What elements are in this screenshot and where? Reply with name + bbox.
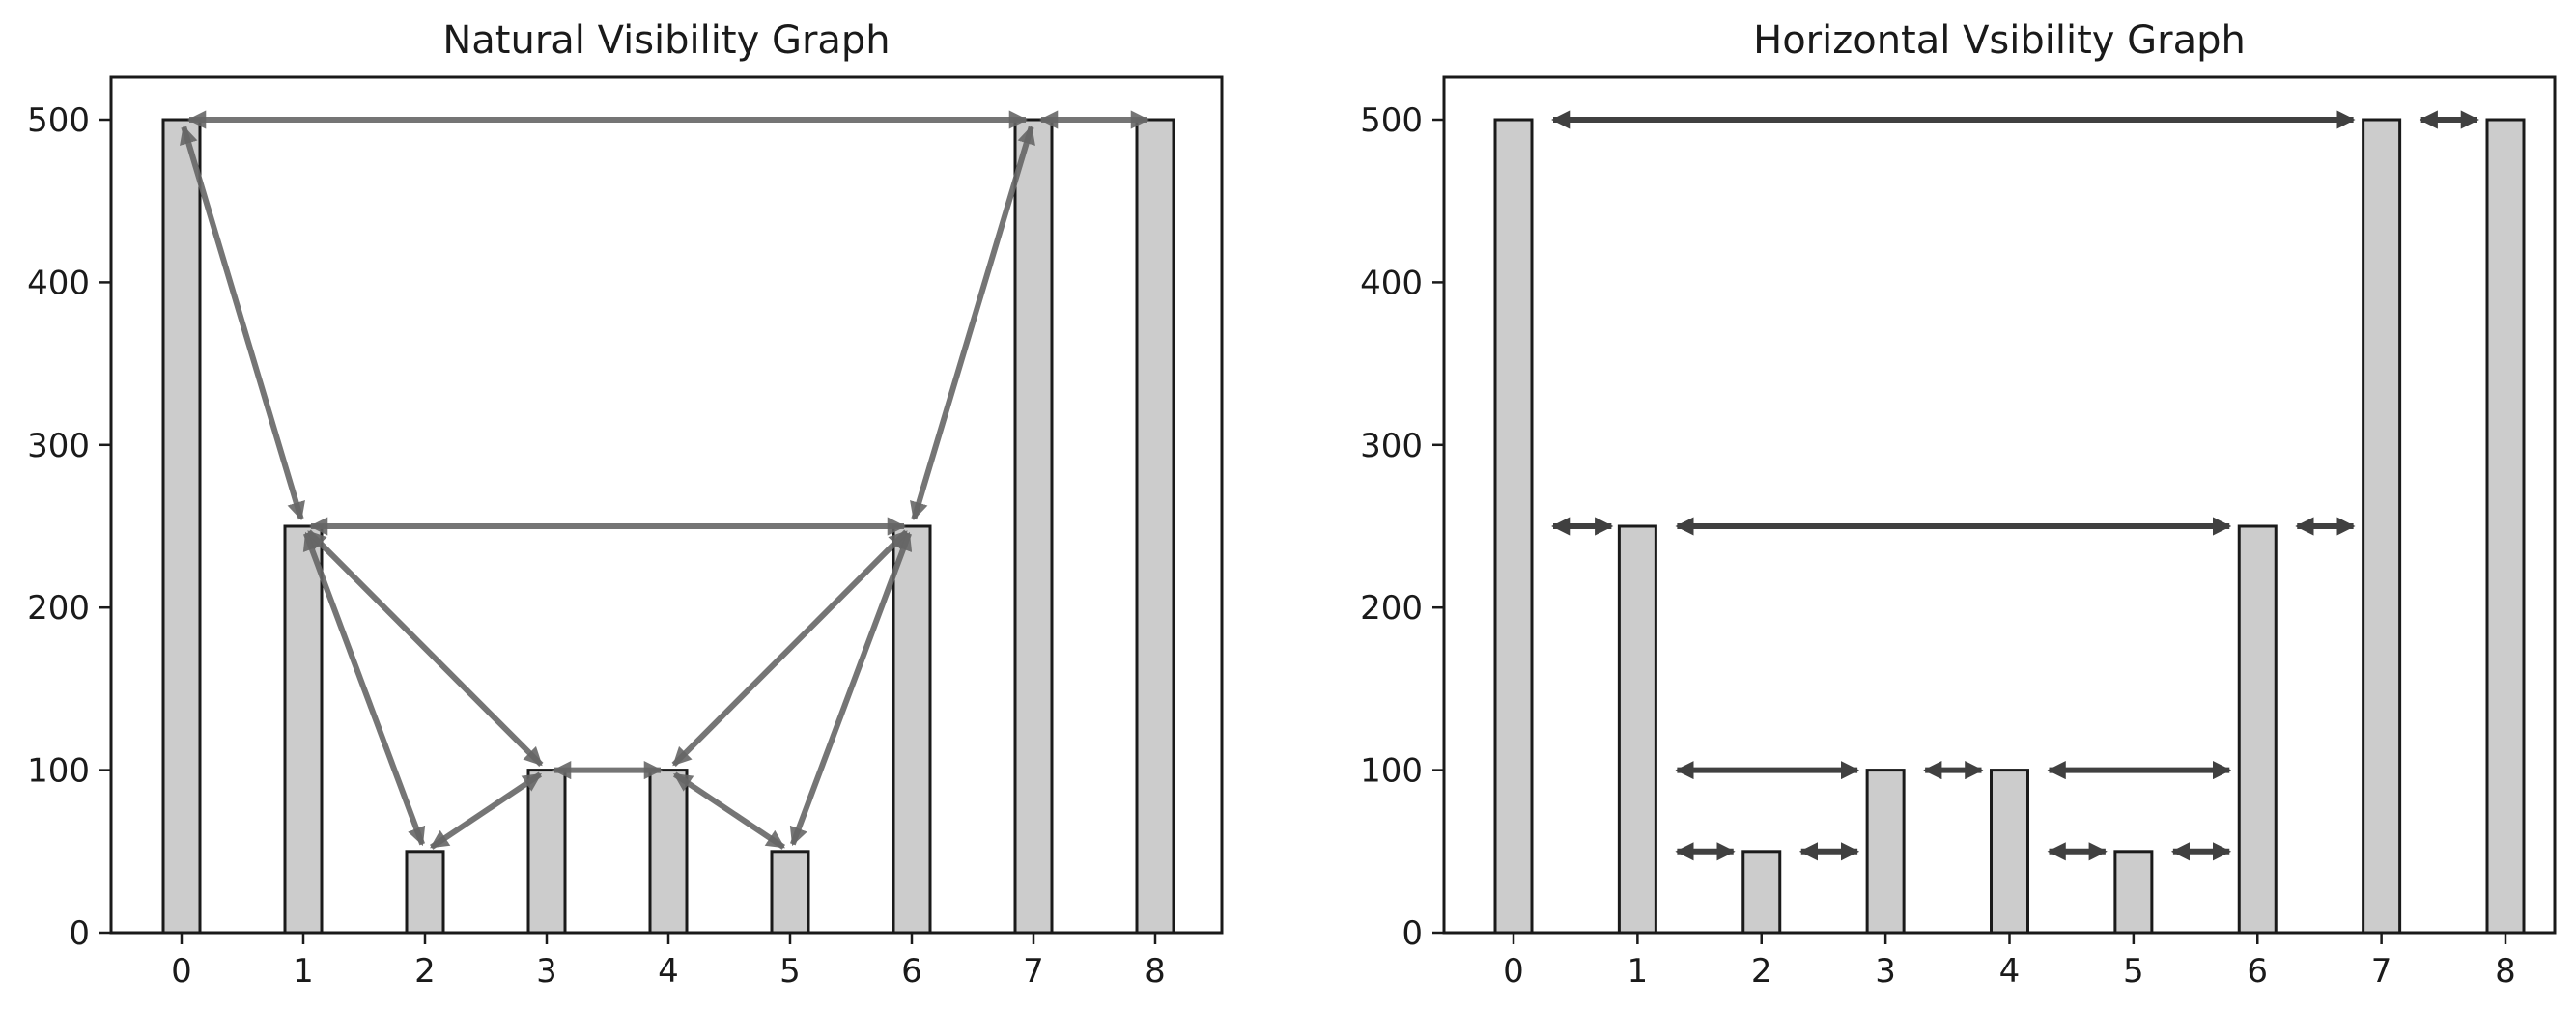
x-tick-label: 0 [1503,952,1524,991]
x-tick-label: 7 [1023,952,1044,991]
x-tick-label: 8 [1145,952,1166,991]
x-tick-label: 4 [1999,952,2021,991]
chart-title: Horizontal Vsibility Graph [1753,18,2246,63]
x-tick-label: 6 [901,952,922,991]
y-tick-label: 100 [27,752,90,791]
bar-6 [2237,524,2278,935]
bar-1 [283,524,324,935]
bar-4 [648,769,689,935]
axes-frame [1442,75,2557,935]
bar-5 [770,850,810,935]
x-tick-label: 0 [171,952,192,991]
x-tick-label: 6 [2247,952,2268,991]
edge-0-1 [180,125,305,521]
bar-1 [1617,524,1657,935]
y-tick-label: 0 [1401,914,1423,953]
x-tick-label: 3 [536,952,557,991]
x-tick-label: 1 [1628,952,1649,991]
bar-0 [1493,118,1534,935]
edge-6-7 [910,125,1035,521]
x-tick-label: 3 [1875,952,1896,991]
axes-frame [109,75,1224,935]
horizontal-visibility-panel: Horizontal Vsibility Graph 0 1 2 3 4 5 6 7 8 0 100 2… [1360,18,2557,991]
bar-5 [2113,850,2154,935]
edge-2-3 [429,771,543,850]
bar-7 [2362,118,2402,935]
x-tick-label: 4 [658,952,679,991]
bar-4 [1990,769,2029,935]
x-tick-label: 2 [414,952,436,991]
y-tick-label: 500 [1360,101,1423,140]
x-tick-label: 2 [1751,952,1772,991]
bar-3 [526,769,567,935]
chart-title: Natural Visibility Graph [442,18,890,63]
bar-3 [1865,769,1906,935]
y-tick-label: 0 [69,914,90,953]
x-tick-label: 1 [293,952,314,991]
x-tick-label: 5 [2123,952,2144,991]
bar-0 [161,118,202,935]
y-tick-label: 200 [1360,589,1423,628]
bar-7 [1013,118,1054,935]
edge-4-5 [672,771,786,850]
y-tick-label: 300 [27,427,90,465]
y-tick-label: 100 [1360,752,1423,791]
edge-4-6 [671,529,909,768]
y-tick-label: 300 [1360,427,1423,465]
edge-5-6 [789,531,913,847]
bar-6 [892,524,932,935]
bar-8 [2485,118,2526,935]
x-tick-label: 5 [779,952,801,991]
natural-visibility-panel: Natural Visibility Graph 0 1 2 3 4 5 6 7 8 0 100 200… [27,18,1224,991]
y-tick-label: 400 [1360,264,1423,302]
edge-1-2 [302,531,426,847]
bar-2 [405,850,445,935]
y-tick-label: 500 [27,101,90,140]
y-tick-label: 400 [27,264,90,302]
bar-8 [1135,118,1175,935]
edge-1-3 [306,529,544,768]
y-tick-label: 200 [27,589,90,628]
x-tick-label: 7 [2371,952,2392,991]
x-tick-label: 8 [2495,952,2516,991]
bar-2 [1741,850,1782,935]
